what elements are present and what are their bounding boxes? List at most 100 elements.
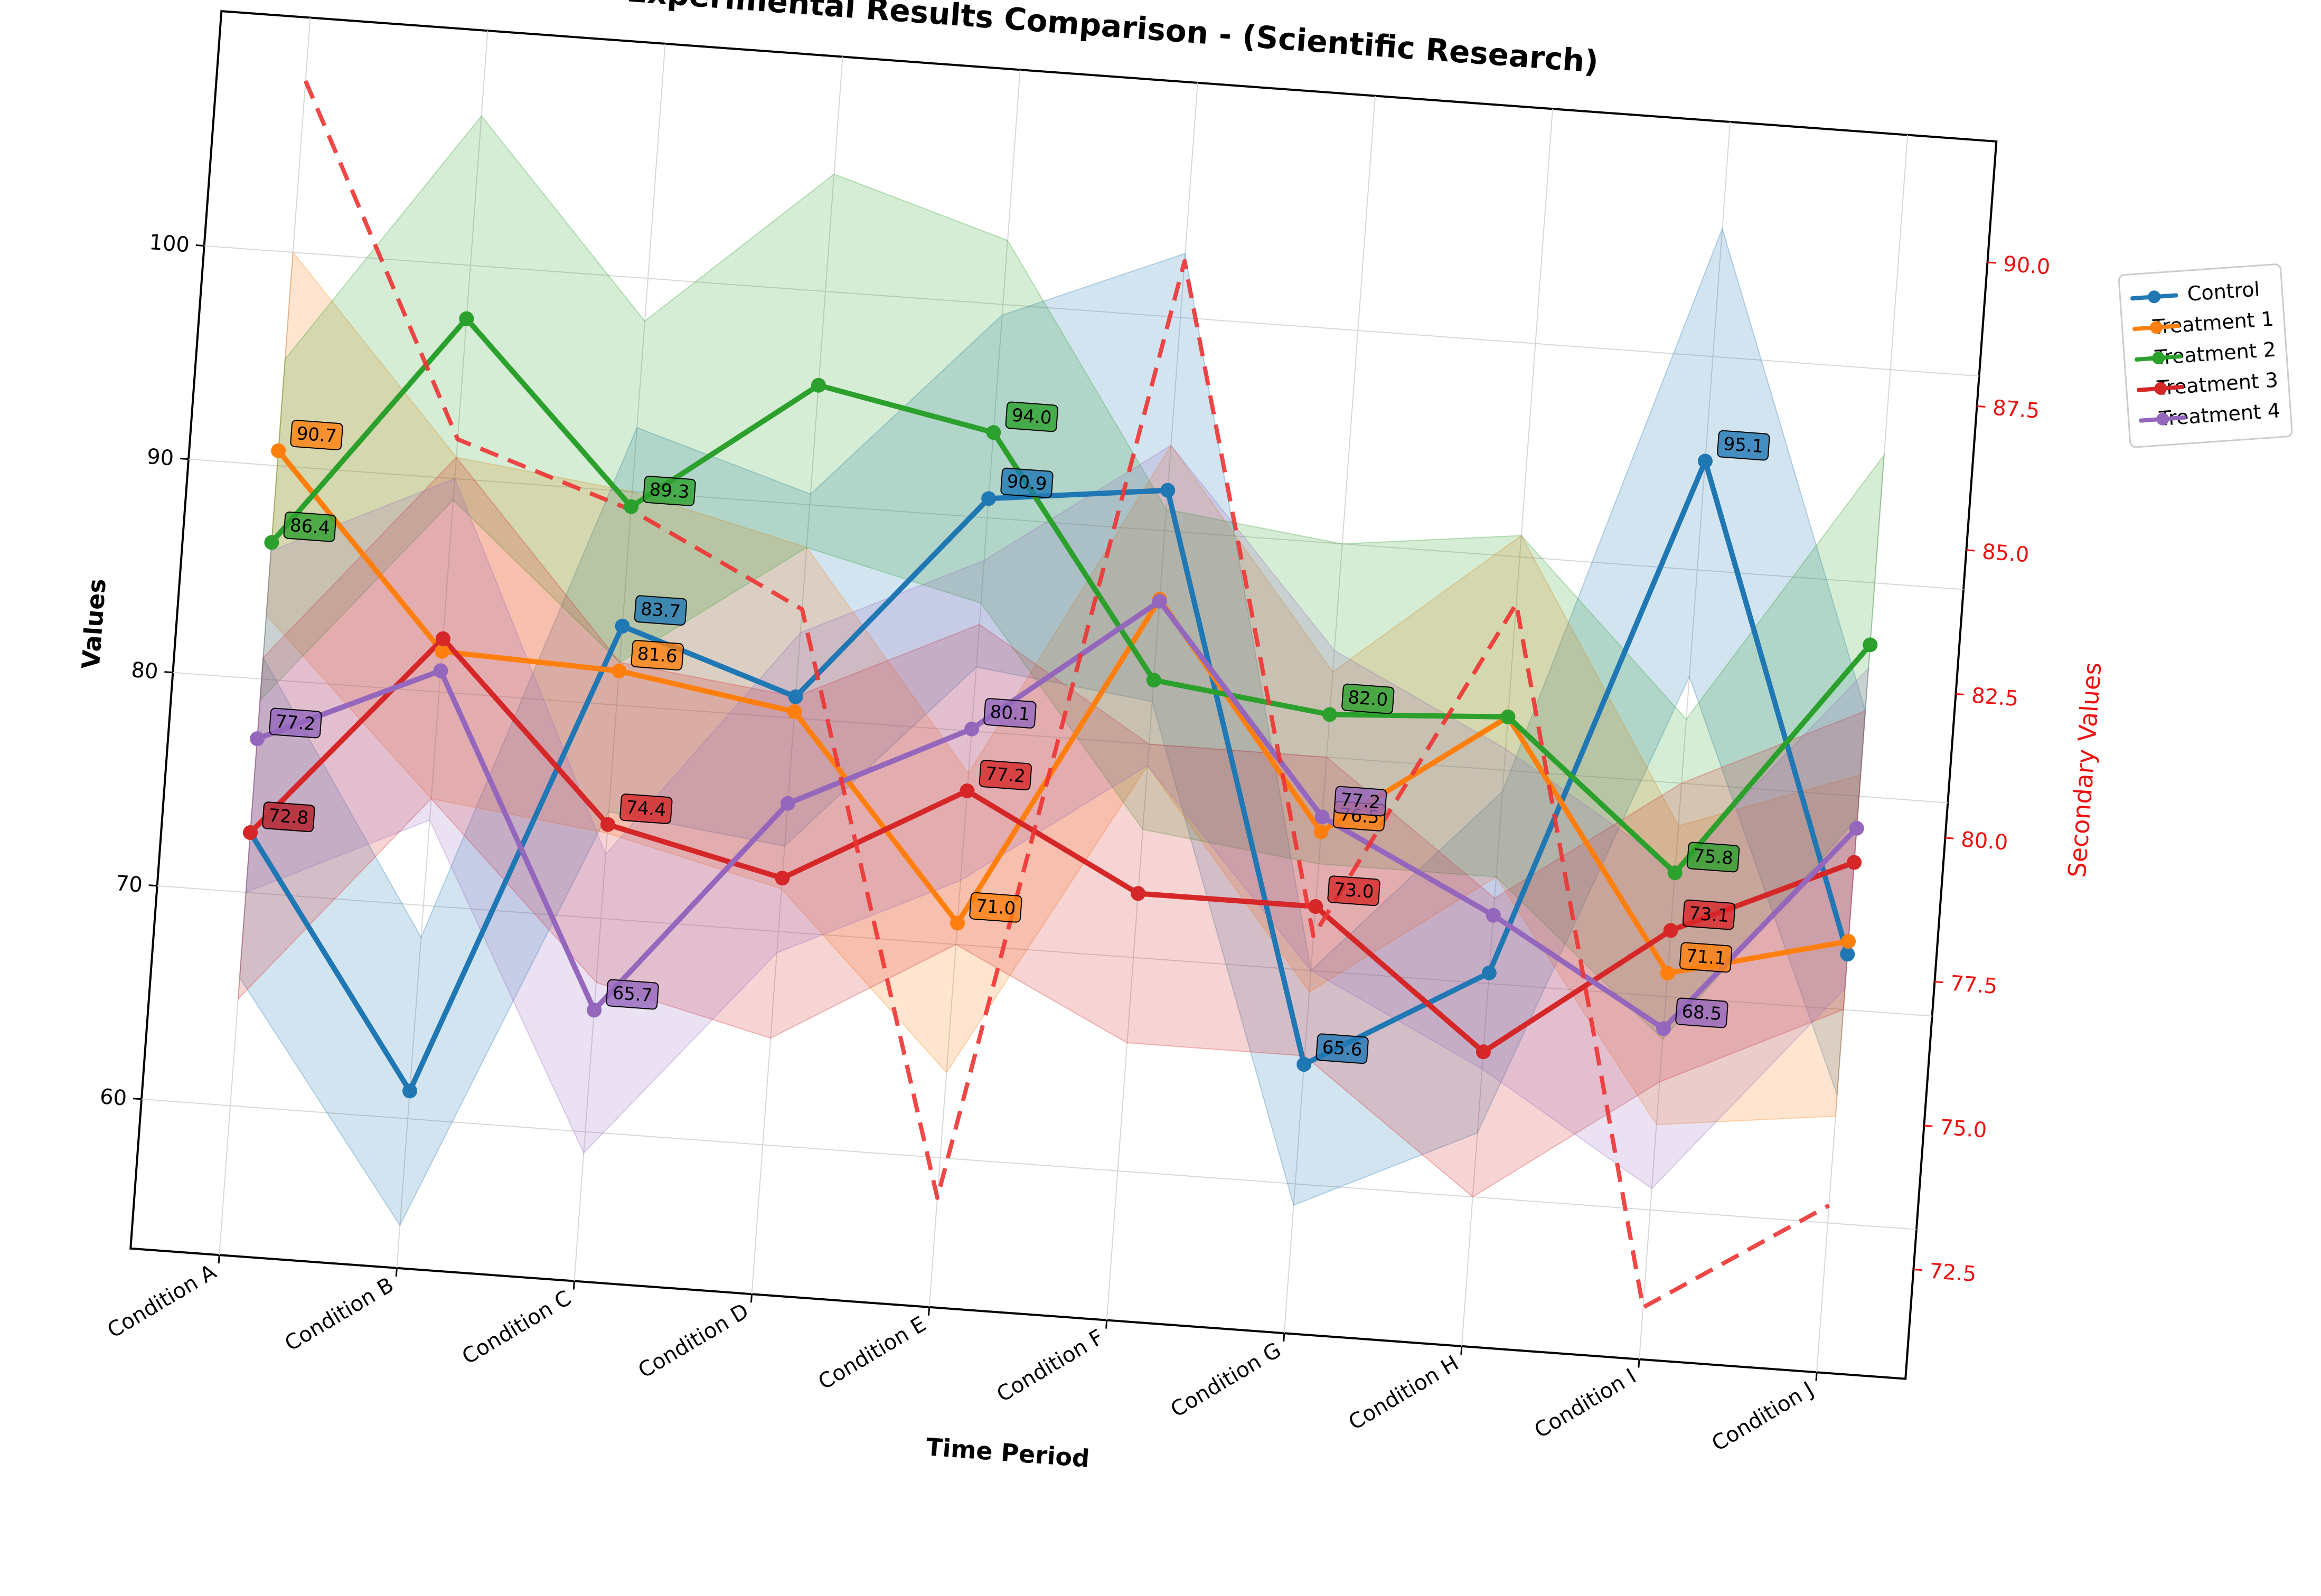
data-point	[1322, 707, 1337, 722]
data-label-box	[979, 760, 1032, 791]
series-line-3	[248, 636, 1855, 1055]
data-label: 77.2	[1340, 789, 1381, 813]
series-line-0	[248, 458, 1850, 1094]
legend-label: Treatment 4	[2158, 399, 2281, 431]
x-tick-label: Condition E	[814, 1312, 931, 1395]
data-label: 65.7	[612, 983, 653, 1006]
data-point	[250, 731, 265, 747]
legend-label: Treatment 3	[2156, 368, 2279, 400]
x-tick-label: Condition I	[1530, 1364, 1641, 1443]
data-label-box	[969, 892, 1022, 923]
y-tick-label: 60	[99, 1084, 128, 1111]
data-point	[459, 311, 474, 326]
data-point	[775, 871, 790, 886]
x-tick-label: Condition D	[634, 1299, 753, 1383]
legend-swatch-treatment-2	[2134, 348, 2183, 370]
grid-line-y	[141, 1098, 1917, 1230]
data-label: 81.6	[636, 643, 678, 667]
grid	[141, 17, 1979, 1373]
data-point	[264, 535, 279, 550]
y2-tick-label: 87.5	[1992, 396, 2041, 423]
data-point	[433, 663, 448, 678]
data-label: 71.1	[1685, 946, 1726, 969]
data-point	[788, 689, 803, 704]
legend-label: Treatment 2	[2154, 337, 2277, 370]
y-tick	[148, 884, 157, 887]
y2-tick	[1913, 1268, 1922, 1271]
data-point	[1308, 899, 1323, 914]
data-point	[787, 704, 802, 720]
data-point	[1486, 908, 1501, 923]
grid-line-x	[1461, 109, 1554, 1346]
data-point	[1663, 923, 1678, 938]
data-point	[811, 377, 826, 393]
data-point	[1152, 593, 1167, 609]
data-point	[1296, 1057, 1312, 1072]
series-points	[243, 311, 1878, 1099]
data-label-box	[606, 979, 659, 1010]
data-label-box	[1333, 786, 1387, 817]
series-lines	[248, 80, 1873, 1310]
data-labels: 72.883.790.965.695.190.781.671.076.571.1…	[262, 401, 1770, 1064]
grid-line-x	[574, 43, 666, 1281]
data-label: 65.6	[1321, 1037, 1362, 1061]
data-label-box	[1717, 430, 1770, 461]
legend-swatch-treatment-4	[2138, 409, 2187, 430]
legend-swatch-treatment-1	[2132, 317, 2181, 339]
grid-line-y	[173, 672, 1948, 804]
x-tick	[1815, 1372, 1818, 1381]
confidence-band-1	[266, 251, 1862, 1126]
data-point	[435, 644, 450, 659]
data-label: 86.4	[289, 515, 331, 539]
data-point	[960, 783, 975, 798]
y2-tick-label: 72.5	[1929, 1259, 1977, 1287]
data-point	[1500, 709, 1516, 724]
data-label-box	[1675, 997, 1728, 1028]
data-label: 82.0	[1347, 687, 1388, 711]
x-tick-label: Condition B	[281, 1273, 398, 1356]
data-point	[615, 618, 630, 634]
grid-line-y	[188, 458, 1964, 590]
legend-label: Treatment 1	[2151, 307, 2275, 339]
data-label: 75.8	[1693, 845, 1734, 869]
data-point	[1131, 886, 1146, 901]
y-tick-label: 80	[130, 658, 159, 684]
data-point	[1476, 1044, 1491, 1060]
data-label-box	[1000, 467, 1054, 498]
x-axis-label: Time Period	[925, 1432, 1091, 1473]
grid-line-y	[157, 885, 1932, 1017]
data-point	[402, 1083, 417, 1099]
data-point	[1847, 855, 1862, 870]
y-tick	[164, 671, 173, 674]
data-label: 83.7	[640, 598, 681, 622]
data-point	[1313, 824, 1329, 839]
data-point	[1481, 965, 1497, 980]
data-point	[1660, 966, 1675, 981]
data-label-box	[283, 511, 336, 542]
data-label-box	[1315, 1033, 1369, 1064]
data-point	[587, 1003, 602, 1018]
data-point	[435, 631, 450, 646]
x-tick	[1460, 1346, 1463, 1355]
data-label: 77.2	[275, 711, 316, 735]
series-line-1	[276, 449, 1849, 976]
data-point	[1849, 820, 1864, 836]
data-label-box	[269, 707, 322, 739]
data-label-box	[983, 698, 1037, 729]
y2-tick	[1977, 405, 1986, 408]
secondary-line	[303, 80, 1830, 1310]
x-tick-label: Condition F	[993, 1325, 1108, 1408]
data-point	[1841, 934, 1856, 949]
y-tick-label: 70	[115, 871, 143, 898]
y-tick-label: 90	[146, 445, 175, 471]
y2-tick	[1966, 549, 1975, 552]
data-label-box	[1686, 842, 1740, 873]
x-tick-label: Condition H	[1345, 1351, 1463, 1435]
x-tick	[395, 1268, 398, 1277]
data-point	[624, 499, 639, 514]
data-label: 73.1	[1688, 903, 1730, 927]
data-label: 94.0	[1011, 405, 1052, 429]
data-label-box	[1005, 401, 1058, 432]
